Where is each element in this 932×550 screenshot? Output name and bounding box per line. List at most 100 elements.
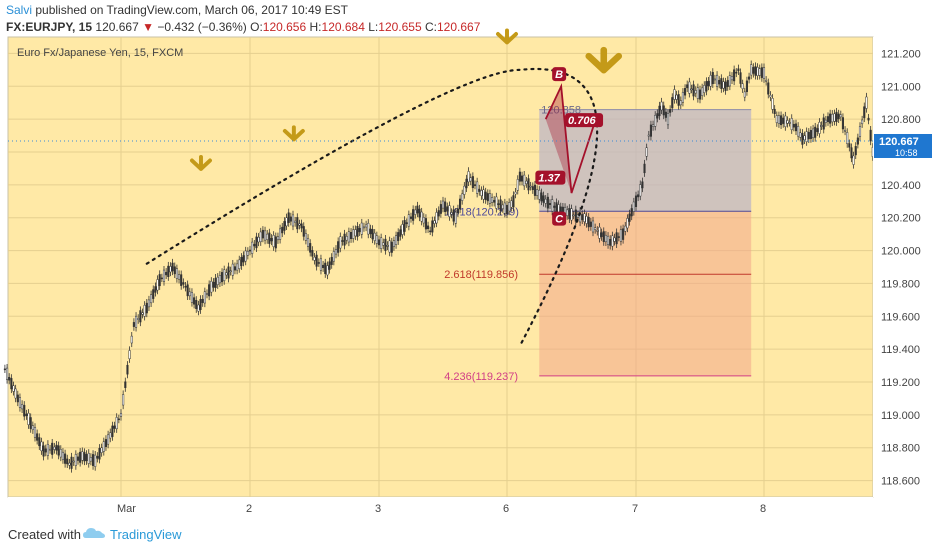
candle-body: [407, 214, 410, 227]
candle-body: [536, 189, 539, 196]
candle-body: [694, 90, 697, 94]
candle-body: [188, 291, 191, 297]
candle-body: [652, 124, 655, 127]
candle-body: [197, 304, 200, 312]
candle-body: [261, 229, 264, 239]
candle-body: [96, 456, 99, 459]
candle-body: [591, 220, 595, 233]
candle-body: [173, 266, 176, 275]
candle-body: [662, 105, 665, 116]
candle-body: [281, 226, 284, 234]
candle-body: [16, 394, 19, 403]
candle-body: [531, 186, 534, 191]
candle-body: [488, 193, 491, 204]
candle-body: [748, 76, 751, 80]
candle-body: [334, 248, 338, 255]
x-tick-label: 7: [632, 503, 638, 515]
candle-body: [317, 262, 320, 264]
candle-body: [816, 128, 819, 133]
candle-body: [313, 256, 316, 261]
created-with-label: Created with: [8, 527, 81, 542]
candle-body: [253, 243, 256, 247]
candle-body: [437, 210, 440, 217]
candle-body: [298, 223, 301, 226]
candle-body: [92, 454, 95, 466]
candle-body: [525, 180, 528, 184]
candle-body: [523, 174, 526, 187]
candle-body: [180, 274, 183, 286]
candle-body: [775, 115, 778, 123]
candle-body: [352, 229, 355, 239]
candle-body: [553, 205, 556, 208]
candle-body: [720, 78, 723, 89]
candle-body: [409, 216, 413, 219]
tradingview-brand[interactable]: TradingView: [110, 527, 182, 542]
candle-body: [371, 229, 374, 240]
candle-body: [399, 229, 402, 237]
candle-body: [315, 254, 318, 267]
candle-body: [799, 132, 802, 138]
pattern-label-b-bg: [552, 67, 567, 82]
candle-body: [109, 432, 112, 439]
candle-body: [684, 88, 687, 96]
fib-level-label: 2.618(119.856): [444, 269, 518, 281]
candle-body: [422, 217, 425, 224]
candle-body: [598, 226, 601, 239]
candle-body: [59, 449, 62, 458]
candle-body: [508, 202, 511, 212]
candle-body: [55, 444, 58, 451]
candle-body: [98, 448, 101, 460]
candle-body: [332, 251, 335, 262]
down-arrow-icon: [190, 154, 212, 171]
candle-body: [495, 196, 498, 209]
candle-body: [844, 129, 847, 132]
candle-body: [863, 106, 866, 119]
author-link[interactable]: Salvi: [6, 3, 33, 17]
candle-body: [117, 418, 120, 421]
candle-body: [12, 385, 15, 392]
candle-body: [861, 119, 864, 125]
candle-body: [771, 98, 774, 110]
candle-body: [347, 231, 350, 243]
candle-body: [452, 209, 455, 222]
candle-body: [395, 235, 398, 245]
candle-body: [846, 132, 849, 144]
tradingview-cloud-icon[interactable]: [82, 525, 106, 541]
y-tick-label: 119.800: [881, 278, 920, 290]
candle-body: [414, 209, 417, 215]
candle-body: [390, 241, 393, 253]
candle-body: [178, 274, 181, 280]
candle-body: [858, 126, 862, 137]
candle-body: [343, 233, 346, 246]
candle-body: [478, 188, 481, 192]
candle-body: [784, 115, 787, 127]
candle-body: [512, 195, 515, 208]
candle-body: [780, 115, 783, 126]
candle-body: [377, 239, 381, 246]
candle-body: [801, 133, 804, 145]
candle-body: [137, 318, 140, 320]
candle-body: [767, 82, 770, 95]
candle-body: [119, 412, 123, 417]
candle-body: [542, 195, 545, 203]
candle-body: [360, 222, 363, 235]
candle-body: [711, 72, 714, 85]
candle-body: [319, 258, 322, 271]
candle-body: [193, 297, 196, 305]
fib-projection-box: [539, 211, 752, 376]
candle-body: [510, 200, 513, 208]
candle-body: [231, 263, 234, 276]
candle-body: [730, 75, 734, 81]
price-chart[interactable]: 120.8581.618(120.239)2.618(119.856)4.236…: [0, 0, 932, 520]
candle-body: [677, 94, 680, 106]
candle-body: [251, 241, 254, 254]
candle-body: [57, 445, 60, 456]
y-axis-area: [873, 37, 932, 497]
candle-body: [505, 204, 509, 215]
y-tick-label: 121.000: [881, 81, 921, 93]
candle-body: [579, 211, 582, 223]
candle-body: [264, 230, 267, 241]
candle-body: [51, 442, 54, 455]
candle-body: [341, 240, 344, 242]
candle-body: [818, 121, 821, 134]
